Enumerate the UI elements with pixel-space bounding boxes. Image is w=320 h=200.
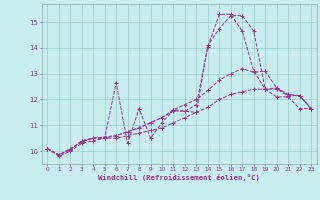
X-axis label: Windchill (Refroidissement éolien,°C): Windchill (Refroidissement éolien,°C) <box>98 174 260 181</box>
